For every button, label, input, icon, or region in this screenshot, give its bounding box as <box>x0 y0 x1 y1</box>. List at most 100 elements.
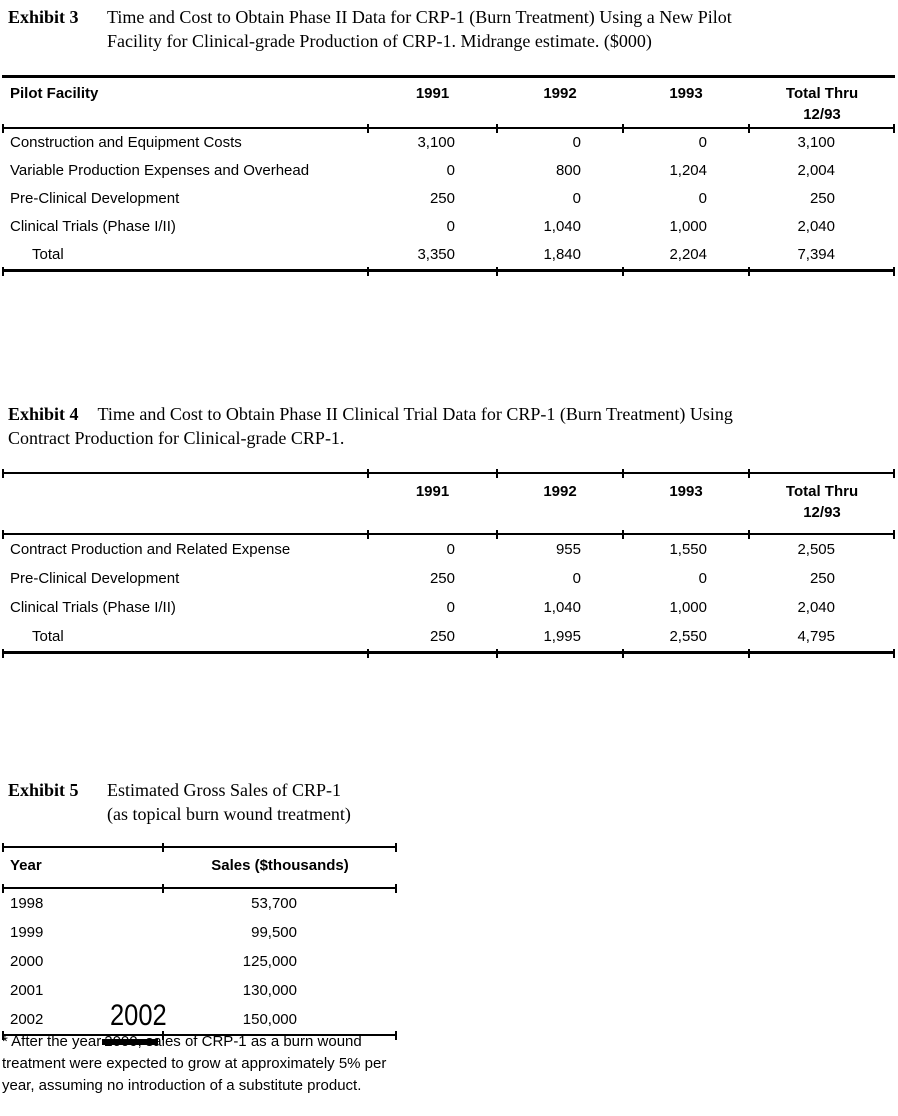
table-row: 2001 130,000 <box>2 976 397 1005</box>
exhibit3-table: Pilot Facility 1991 1992 1993 Total Thru… <box>2 75 895 276</box>
footnote-line1: * After the year 2000, sales of CRP-1 as a… <box>2 1031 386 1053</box>
total-header-line1: Total Thru <box>785 483 859 500</box>
table-row: Clinical Trials (Phase I/II) 0 1,040 1,0… <box>2 593 895 622</box>
column-tick <box>893 649 895 658</box>
exhibit4-title-line2: Contract Production for Clinical-grade C… <box>8 428 345 448</box>
table-row: 1999 99,500 <box>2 918 397 947</box>
footnote-prefix: * After the year <box>2 1033 102 1050</box>
sales-cell: 53,700 <box>251 895 297 912</box>
column-header-year: Year <box>10 857 42 874</box>
exhibit4-title-line1: Exhibit 4 Time and Cost to Obtain Phase I… <box>0 402 733 426</box>
value-total: 4,795 <box>797 628 835 645</box>
column-tick <box>2 469 4 478</box>
year-cell: 2001 <box>10 982 44 999</box>
table-row-total: Total 3,350 1,840 2,204 7,394 <box>2 241 895 269</box>
table-rule-header <box>2 124 895 133</box>
exhibit3-title: Exhibit 3 Time and Cost to Obtain Phase … <box>0 5 732 53</box>
value-total: 2,040 <box>797 218 835 235</box>
value-1992: 0 <box>572 570 581 587</box>
column-tick <box>622 124 624 133</box>
column-tick <box>367 267 369 276</box>
value-1992: 0 <box>572 190 581 207</box>
exhibit5-title-text: Estimated Gross Sales of CRP-1 (as topic… <box>107 778 351 826</box>
column-tick <box>893 469 895 478</box>
column-tick <box>748 469 750 478</box>
column-tick <box>2 1031 4 1040</box>
value-1993: 0 <box>698 134 707 151</box>
sales-cell: 130,000 <box>242 982 297 999</box>
column-tick <box>162 1031 164 1040</box>
exhibit3-header-row: Pilot Facility 1991 1992 1993 Total Thru… <box>2 78 895 127</box>
value-1991: 3,100 <box>417 134 455 151</box>
value-1992: 1,840 <box>543 246 581 263</box>
column-tick <box>893 267 895 276</box>
value-1993: 1,204 <box>669 162 707 179</box>
column-header-total: Total Thru 12/93 <box>749 481 895 523</box>
column-tick <box>367 469 369 478</box>
value-1993: 0 <box>698 570 707 587</box>
value-1991: 250 <box>429 570 455 587</box>
column-header-1993: 1993 <box>669 85 703 102</box>
value-1993: 1,000 <box>669 218 707 235</box>
table-rule-top <box>2 75 895 78</box>
value-1992: 1,040 <box>543 599 581 616</box>
column-tick <box>367 530 369 539</box>
row-label: Construction and Equipment Costs <box>10 134 242 151</box>
column-tick <box>496 469 498 478</box>
table-rule-top <box>2 843 397 852</box>
footnote-line3: year, assuming no introduction of a subs… <box>2 1077 362 1094</box>
row-label: Contract Production and Related Expense <box>10 541 291 558</box>
column-header-sales: Sales ($thousands) <box>211 857 349 874</box>
value-total: 250 <box>809 190 835 207</box>
column-header-1992: 1992 <box>543 85 577 102</box>
exhibit5-footnote: * After the year 2000, sales of CRP-1 as a… <box>2 1031 386 1097</box>
column-tick <box>748 649 750 658</box>
column-tick <box>2 649 4 658</box>
footnote-line2: treatment were expected to grow at appro… <box>2 1055 387 1072</box>
value-1992: 955 <box>555 541 581 558</box>
table-row: Construction and Equipment Costs 3,100 0… <box>2 129 895 157</box>
column-tick <box>748 124 750 133</box>
value-total: 2,040 <box>797 599 835 616</box>
table-row: Contract Production and Related Expense … <box>2 535 895 564</box>
total-header-line1: Total Thru <box>785 85 859 102</box>
exhibit5-title-line2: (as topical burn wound treatment) <box>107 804 351 824</box>
value-1991: 0 <box>446 218 455 235</box>
footnote-suffix: sales of CRP-1 as a burn wound <box>145 1033 362 1050</box>
row-label: Clinical Trials (Phase I/II) <box>10 218 176 235</box>
column-tick <box>496 649 498 658</box>
value-1993: 0 <box>698 190 707 207</box>
total-header-line2: 12/93 <box>803 106 841 123</box>
year-correction-annotation: 2002 <box>110 999 167 1032</box>
value-1991: 250 <box>429 628 455 645</box>
column-tick <box>893 530 895 539</box>
column-tick <box>622 649 624 658</box>
struck-year: 2000, <box>104 1033 142 1050</box>
exhibit4-label: Exhibit 4 <box>8 404 79 424</box>
year-cell: 1998 <box>10 895 44 912</box>
column-tick <box>2 124 4 133</box>
exhibit5-table: Year Sales ($thousands) 1998 53,700 1999… <box>2 843 397 1040</box>
value-1993: 1,550 <box>669 541 707 558</box>
value-1993: 2,204 <box>669 246 707 263</box>
table-row: 1998 53,700 <box>2 889 397 918</box>
exhibit3-label: Exhibit 3 <box>8 7 79 27</box>
value-total: 2,505 <box>797 541 835 558</box>
value-1993: 1,000 <box>669 599 707 616</box>
value-1992: 1,040 <box>543 218 581 235</box>
column-tick <box>162 843 164 852</box>
column-tick <box>496 530 498 539</box>
year-cell: 2002 <box>10 1011 44 1028</box>
column-tick <box>622 267 624 276</box>
table-row: 2002 150,000 <box>2 1005 397 1034</box>
column-header-1993: 1993 <box>669 483 703 500</box>
value-1991: 0 <box>446 541 455 558</box>
row-label: Clinical Trials (Phase I/II) <box>10 599 176 616</box>
row-label: Pre-Clinical Development <box>10 570 180 587</box>
column-tick <box>395 843 397 852</box>
column-header: Pilot Facility <box>10 85 99 102</box>
column-tick <box>395 884 397 893</box>
table-rule-bottom <box>2 1031 397 1040</box>
value-total: 2,004 <box>797 162 835 179</box>
column-tick <box>496 267 498 276</box>
